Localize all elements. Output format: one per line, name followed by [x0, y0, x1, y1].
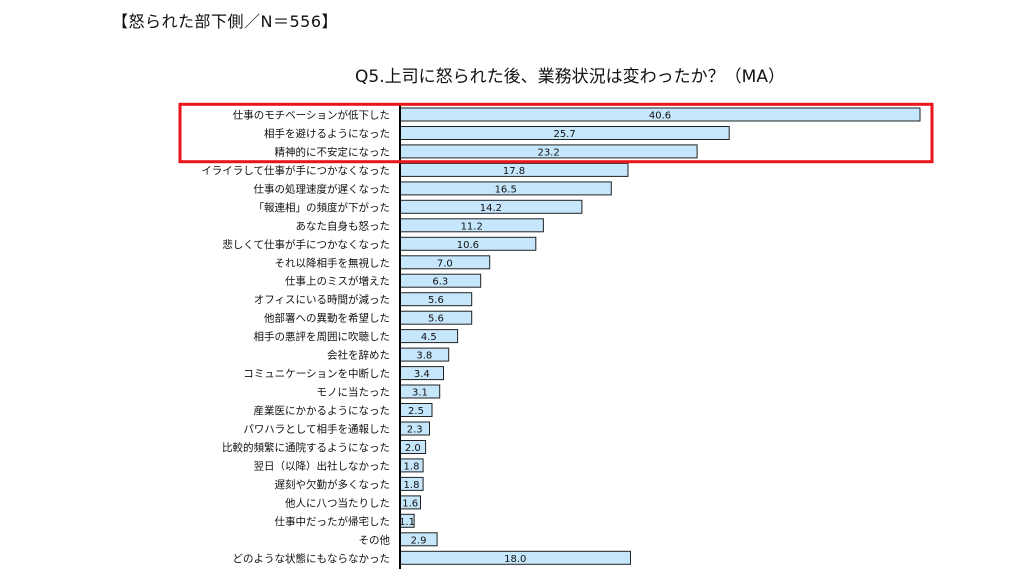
value-label: 6.3	[432, 277, 448, 288]
value-label: 2.0	[405, 443, 421, 454]
value-label: 18.0	[504, 554, 526, 565]
category-label: 相手の悪評を周囲に吹聴した	[254, 330, 391, 343]
category-label: モノに当たった	[317, 386, 391, 399]
category-label: コミュニケーションを中断した	[243, 367, 390, 380]
category-label: 仕事上のミスが増えた	[285, 275, 390, 288]
value-label: 11.2	[461, 221, 483, 232]
value-label: 1.8	[404, 461, 420, 472]
category-label: 悲しくて仕事が手につかなくなった	[222, 238, 390, 251]
value-label: 14.2	[480, 203, 502, 214]
category-label: 他部署への異動を希望した	[264, 312, 390, 325]
category-label: 産業医にかかるようになった	[254, 404, 391, 417]
value-label: 4.5	[421, 332, 437, 343]
value-label: 3.8	[416, 351, 432, 362]
category-label: パワハラとして相手を通報した	[243, 423, 390, 436]
category-label: あなた自身も怒った	[296, 219, 391, 232]
category-label: 相手を避けるようになった	[264, 127, 390, 140]
category-label: その他	[359, 533, 391, 546]
category-label: 仕事の処理速度が遅くなった	[254, 182, 391, 195]
category-label: 「報連相」の頻度が下がった	[254, 201, 391, 214]
value-label: 1.8	[404, 480, 420, 491]
category-label: 精神的に不安定になった	[275, 145, 391, 158]
category-label: 他人に八つ当たりした	[285, 496, 390, 509]
value-label: 5.6	[428, 314, 444, 325]
value-label: 7.0	[437, 258, 453, 269]
category-label: どのような状態にもならなかった	[233, 552, 391, 565]
category-label: 比較的頻繁に通院するようになった	[222, 441, 390, 454]
value-label: 16.5	[495, 184, 517, 195]
category-label: 遅刻や欠勤が多くなった	[275, 478, 391, 491]
highlight-box	[178, 102, 934, 164]
value-label: 2.5	[408, 406, 424, 417]
chart-title: Q5.上司に怒られた後、業務状況は変わったか？（MA）	[355, 67, 785, 87]
value-label: 3.1	[412, 388, 428, 399]
category-label: それ以降相手を無視した	[275, 256, 391, 269]
value-label: 2.9	[411, 535, 427, 546]
value-label: 23.2	[537, 147, 559, 158]
category-label: 仕事のモチベーションが低下した	[233, 109, 390, 122]
category-label: 会社を辞めた	[327, 349, 390, 362]
header-label: 【怒られた部下側／N＝556】	[112, 12, 339, 31]
value-label: 3.4	[414, 369, 430, 380]
value-label: 25.7	[553, 129, 575, 140]
value-label: 2.3	[407, 425, 423, 436]
category-label: 仕事中だったが帰宅した	[275, 515, 391, 528]
value-label: 17.8	[503, 166, 525, 177]
category-label: イライラして仕事が手につかなくなった	[201, 164, 390, 177]
value-label: 40.6	[649, 111, 671, 122]
category-label: 翌日（以降）出社しなかった	[254, 459, 391, 472]
value-label: 5.6	[428, 295, 444, 306]
value-label: 1.1	[399, 517, 415, 528]
value-label: 1.6	[402, 498, 418, 509]
category-label: オフィスにいる時間が減った	[254, 293, 390, 306]
value-label: 10.6	[457, 240, 479, 251]
